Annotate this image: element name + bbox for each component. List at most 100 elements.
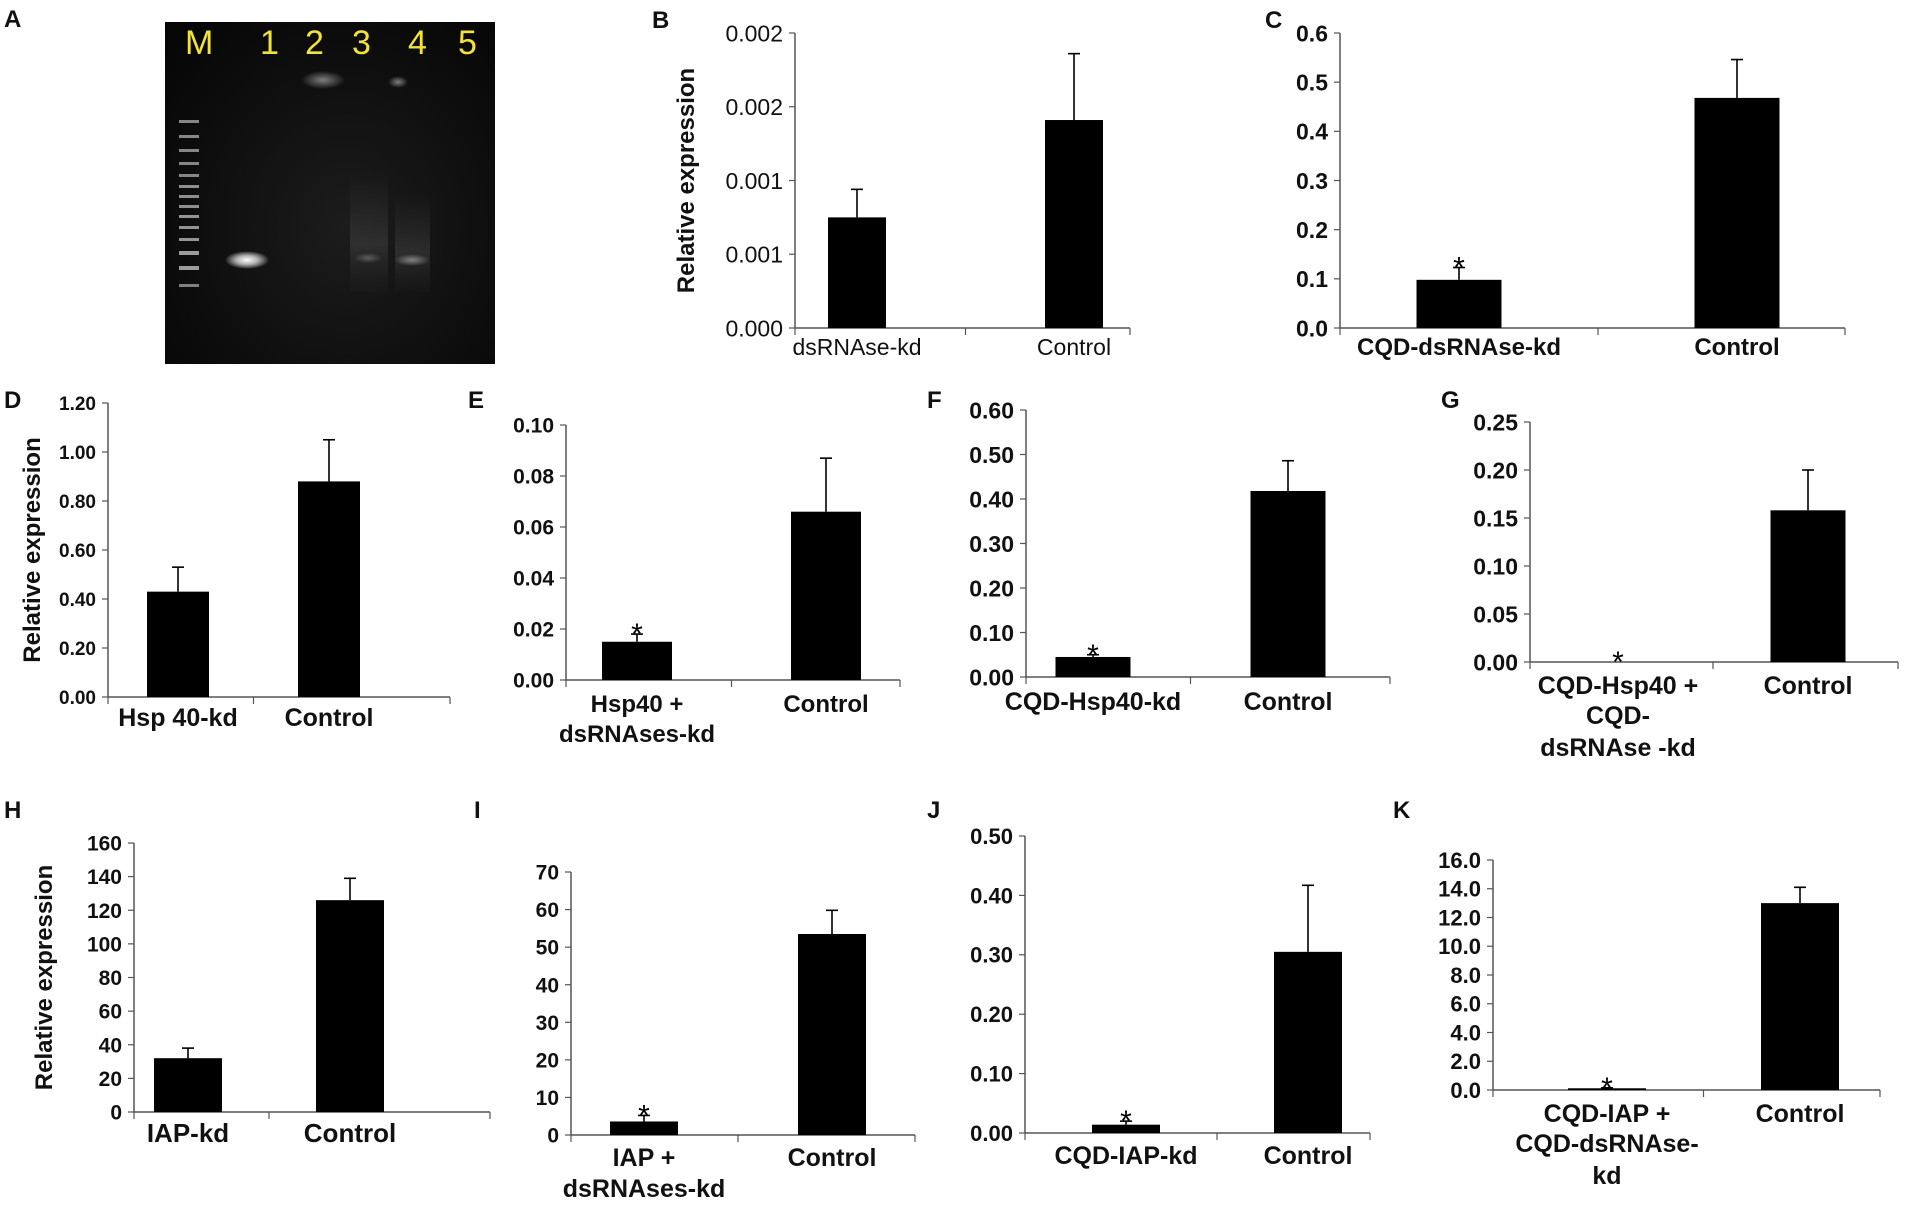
y-tick-label: 0.1	[1296, 266, 1328, 292]
y-tick-label: 0.10	[969, 620, 1014, 646]
y-tick-label: 0.6	[1296, 20, 1328, 46]
lane-label-5: 5	[458, 24, 477, 62]
bar-control	[1250, 490, 1326, 677]
lane-label-3: 3	[352, 24, 371, 62]
y-tick-label: 1.20	[59, 394, 96, 415]
significance-asterisk: *	[1453, 252, 1465, 285]
y-tick-label: 0.000	[725, 315, 783, 341]
band-lane-5	[394, 254, 430, 266]
category-label: CQD-IAP-kd	[1054, 1142, 1197, 1170]
category-label: Control	[304, 1118, 396, 1148]
category-label: Control	[1037, 334, 1111, 360]
y-tick-label: 0.02	[513, 619, 554, 642]
bar-control	[1274, 951, 1342, 1133]
y-tick-label: 0.20	[59, 639, 96, 660]
bar-iap-dsrnases-kd	[610, 1121, 678, 1135]
y-tick-label: 0.08	[513, 466, 554, 489]
y-tick-label: 0.00	[513, 670, 554, 693]
y-tick-label: 0.40	[969, 486, 1014, 512]
panel-label-d: D	[4, 387, 21, 414]
bar-hsp-40-kd	[147, 591, 209, 697]
category-label: CQD-dsRNAse-kd	[1357, 334, 1561, 361]
y-tick-label: 0.0	[1450, 1078, 1481, 1103]
panel-label-j: J	[927, 797, 940, 824]
panel-label-i: I	[474, 797, 481, 824]
y-tick-label: 0.4	[1296, 119, 1328, 145]
y-tick-label: 0.00	[970, 1121, 1013, 1146]
y-tick-label: 0.40	[970, 883, 1013, 908]
category-label: dsRNAses-kd	[563, 1175, 726, 1203]
bar-iap-kd	[154, 1058, 222, 1112]
y-tick-label: 100	[87, 933, 122, 956]
y-axis-label: Relative expression	[31, 865, 58, 1090]
smear-lane-4	[350, 172, 388, 292]
significance-asterisk: *	[1612, 646, 1624, 679]
category-label: CQD-IAP +	[1544, 1100, 1671, 1128]
y-tick-label: 0.40	[59, 590, 96, 611]
bar-control	[1770, 510, 1846, 662]
category-label: Control	[1244, 688, 1333, 716]
y-tick-label: 60	[536, 899, 559, 922]
smear-lane-5	[395, 192, 430, 292]
lane-label-2: 2	[305, 24, 324, 62]
y-tick-label: 0.00	[969, 664, 1014, 690]
well-lane-3	[301, 71, 345, 89]
category-label: Control	[1756, 1100, 1845, 1128]
category-label: CQD-dsRNAse-	[1515, 1130, 1698, 1158]
y-tick-label: 0.002	[725, 94, 783, 120]
y-tick-label: 16.0	[1438, 848, 1481, 873]
bar-control	[1045, 120, 1103, 329]
y-tick-label: 0.50	[970, 824, 1013, 849]
y-tick-label: 0.15	[1473, 505, 1518, 531]
y-tick-label: 12.0	[1438, 905, 1481, 930]
chart-panel-b: B 0.000 0.001 0.001 0.002 0.002 Relative expre…	[652, 7, 1131, 360]
y-tick-label: 0.05	[1473, 601, 1518, 627]
lane-label-1: 1	[260, 24, 279, 62]
y-tick-label: 0.20	[970, 1002, 1013, 1027]
y-tick-label: 0.2	[1296, 217, 1328, 243]
significance-asterisk: *	[1120, 1105, 1132, 1138]
y-tick-label: 0.002	[725, 20, 783, 46]
y-tick-label: 30	[536, 1012, 559, 1035]
y-tick-label: 14.0	[1438, 877, 1481, 902]
y-tick-label: 0.00	[1473, 649, 1518, 675]
y-tick-label: 80	[99, 967, 122, 990]
y-tick-label: 6.0	[1450, 992, 1481, 1017]
y-tick-label: 0.60	[59, 541, 96, 562]
category-label: Control	[1764, 672, 1853, 700]
panel-label-a: A	[4, 6, 22, 33]
bar-cqd-hsp40-kd	[1055, 656, 1131, 677]
category-label: Control	[1694, 334, 1779, 361]
bar-control	[298, 481, 360, 697]
y-tick-label: 0.80	[59, 492, 96, 513]
y-tick-label: 0.00	[59, 688, 96, 709]
chart-panel-f: F 0.00 0.10 0.20 0.30 0.40 0.50 0.60 * CQD-Hsp40-…	[927, 387, 1391, 716]
panel-label-c: C	[1265, 7, 1282, 34]
y-tick-label: 10.0	[1438, 934, 1481, 959]
chart-panel-e: E 0.00 0.02 0.04 0.06 0.08 0.10 * Hsp40 + dsRNAse…	[468, 387, 901, 748]
y-tick-label: 0	[547, 1125, 559, 1148]
category-label: CQD-Hsp40 +	[1538, 672, 1698, 700]
y-tick-label: 40	[99, 1034, 122, 1057]
y-tick-label: 0.04	[513, 568, 554, 591]
panel-label-e: E	[468, 387, 484, 414]
lane-label-4: 4	[408, 24, 427, 62]
category-label: dsRNAse-kd	[792, 334, 921, 360]
chart-panel-c: C 0.0 0.1 0.2 0.3 0.4 0.5 0.6 * CQD-dsRNAse-kd Con…	[1265, 7, 1846, 361]
bar-control	[316, 900, 384, 1112]
y-tick-label: 140	[87, 866, 122, 889]
lane-label-m: M	[185, 24, 214, 62]
bar-control	[1761, 903, 1839, 1090]
panel-label-g: G	[1441, 387, 1460, 414]
y-tick-label: 2.0	[1450, 1049, 1481, 1074]
y-tick-label: 50	[536, 937, 559, 960]
category-label: CQD-Hsp40-kd	[1005, 688, 1181, 716]
y-axis-label: Relative expression	[673, 68, 700, 293]
y-tick-label: 20	[99, 1068, 122, 1091]
gel-image: M 1 2 3 4 5	[165, 22, 495, 364]
gel-bands	[179, 71, 430, 292]
category-label: Hsp40 +	[591, 691, 684, 718]
category-label: IAP +	[613, 1144, 676, 1172]
band-lane-4	[354, 253, 382, 263]
